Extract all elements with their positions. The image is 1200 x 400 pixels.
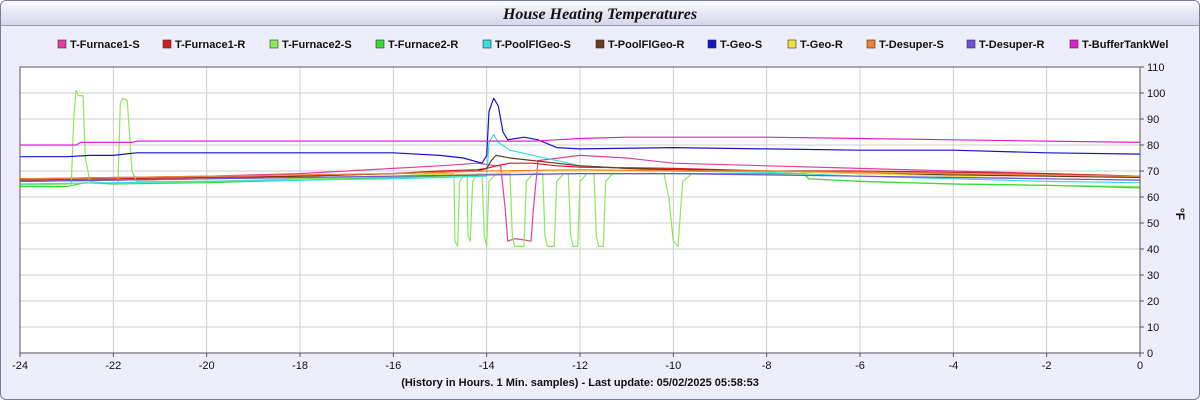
legend-label: T-Desuper-R xyxy=(979,39,1044,51)
legend-item-t-poolflgeo-r: T-PoolFlGeo-R xyxy=(595,39,684,51)
x-tick-label: -16 xyxy=(385,360,401,372)
legend-label: T-Furnace1-R xyxy=(175,39,245,51)
y-tick-label: 70 xyxy=(1147,166,1159,178)
legend-swatch xyxy=(1069,39,1079,49)
legend-item-t-furnace1-r: T-Furnace1-R xyxy=(162,39,245,51)
legend-label: T-PoolFlGeo-S xyxy=(495,39,571,51)
chart-title: House Heating Temperatures xyxy=(502,6,698,23)
y-axis: 0 10 20 30 40 50 60 70 80 90 100 110 xyxy=(1140,62,1165,360)
y-tick-label: 10 xyxy=(1147,322,1159,334)
legend-item-t-geo-s: T-Geo-S xyxy=(707,39,762,51)
x-axis-label: (History in Hours. 1 Min. samples) - Las… xyxy=(401,377,759,389)
legend-item-t-furnace2-r: T-Furnace2-R xyxy=(375,39,458,51)
legend-label: T-Geo-R xyxy=(800,39,843,51)
x-tick-label: -2 xyxy=(1042,360,1052,372)
legend-swatch xyxy=(269,39,279,49)
series-line-t-desuper-r xyxy=(19,173,1141,182)
y-tick-label: 30 xyxy=(1147,270,1159,282)
x-tick-label: -18 xyxy=(292,360,308,372)
x-tick-label: 0 xyxy=(1137,360,1143,372)
legend-item-t-furnace2-s: T-Furnace2-S xyxy=(269,39,352,51)
legend-swatch xyxy=(57,39,67,49)
y-tick-label: 40 xyxy=(1147,244,1159,256)
series-lines xyxy=(19,89,1141,247)
y-tick-label: 90 xyxy=(1147,114,1159,126)
y-tick-label: 80 xyxy=(1147,140,1159,152)
x-tick-label: -14 xyxy=(479,360,495,372)
legend-label: T-Furnace1-S xyxy=(70,39,140,51)
y-tick-label: 50 xyxy=(1147,218,1159,230)
x-tick-label: -8 xyxy=(762,360,772,372)
series-line-t-geo-s xyxy=(20,97,1141,164)
series-line-t-furnace1-s xyxy=(19,154,1141,242)
x-tick-label: -4 xyxy=(948,360,958,372)
y-tick-label: 100 xyxy=(1147,88,1165,100)
legend: T-Furnace1-S T-Furnace1-R T-Furnace2-S T-Fu… xyxy=(57,39,1168,51)
series-line-t-furnace2-s xyxy=(19,89,1141,247)
legend-item-t-desuper-s: T-Desuper-S xyxy=(866,39,944,51)
legend-item-t-poolflgeo-s: T-PoolFlGeo-S xyxy=(482,39,571,51)
x-tick-label: -22 xyxy=(105,360,121,372)
legend-swatch xyxy=(375,39,385,49)
legend-swatch xyxy=(162,39,172,49)
legend-label: T-Geo-S xyxy=(720,39,762,51)
legend-item-t-desuper-r: T-Desuper-R xyxy=(966,39,1044,51)
legend-label: T-Furnace2-R xyxy=(388,39,458,51)
y-axis-label: °F xyxy=(1173,208,1187,220)
legend-swatch xyxy=(482,39,492,49)
title-bar: House Heating Temperatures xyxy=(1,1,1199,26)
y-tick-label: 110 xyxy=(1147,62,1165,74)
legend-item-t-buffertankwel: T-BufferTankWel xyxy=(1069,39,1168,51)
y-tick-label: 60 xyxy=(1147,192,1159,204)
legend-item-t-geo-r: T-Geo-R xyxy=(787,39,843,51)
legend-label: T-Furnace2-S xyxy=(282,39,352,51)
x-tick-label: -10 xyxy=(665,360,681,372)
series-line-t-poolflgeo-s xyxy=(19,134,1141,185)
series-line-t-buffertankwel xyxy=(20,136,1141,146)
legend-swatch xyxy=(707,39,717,49)
legend-swatch xyxy=(866,39,876,49)
y-tick-label: 20 xyxy=(1147,296,1159,308)
legend-swatch xyxy=(966,39,976,49)
legend-swatch xyxy=(787,39,797,49)
legend-label: T-BufferTankWel xyxy=(1082,39,1168,51)
x-tick-label: -24 xyxy=(12,360,28,372)
legend-item-t-furnace1-s: T-Furnace1-S xyxy=(57,39,140,51)
x-tick-label: -6 xyxy=(855,360,865,372)
series-line-t-desuper-s xyxy=(19,169,1141,180)
x-tick-label: -20 xyxy=(199,360,215,372)
legend-label: T-Desuper-S xyxy=(879,39,944,51)
legend-label: T-PoolFlGeo-R xyxy=(608,39,684,51)
x-tick-label: -12 xyxy=(572,360,588,372)
legend-swatch xyxy=(595,39,605,49)
y-tick-label: 0 xyxy=(1147,348,1153,360)
x-axis: -24 -22 -20 -18 -16 -14 -12 -10 -8 -6 -4 -2 0 xyxy=(12,353,1143,372)
